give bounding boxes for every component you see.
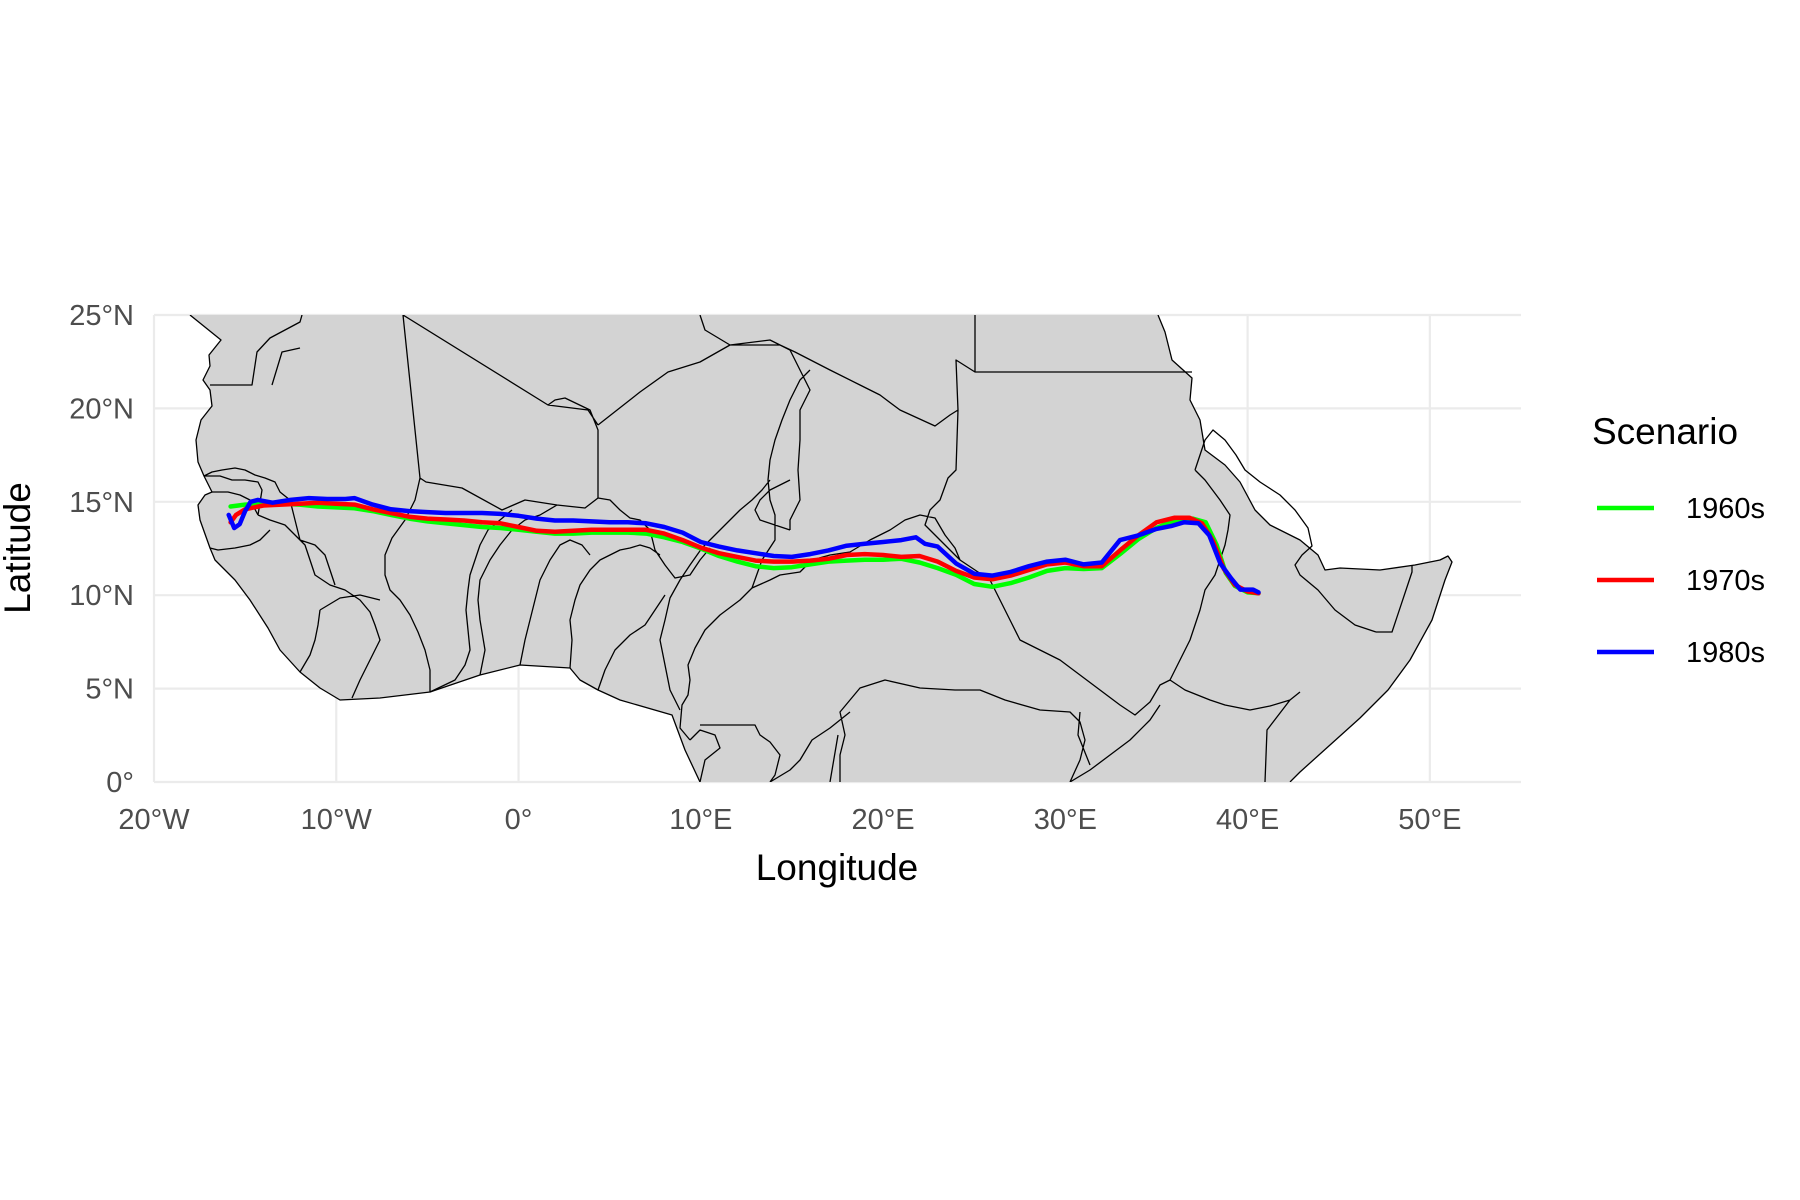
- x-tick-label: 40°E: [1216, 804, 1279, 836]
- legend-title: Scenario: [1592, 411, 1738, 452]
- y-tick-label: 15°N: [69, 487, 134, 519]
- legend-label: 1960s: [1686, 493, 1765, 525]
- x-axis-title: Longitude: [756, 847, 919, 888]
- y-axis-tick-labels: 0° 5°N 10°N 15°N 20°N 25°N: [69, 300, 134, 799]
- legend-items: 1960s 1970s 1980s: [1597, 493, 1765, 669]
- route-line-1970s: [228, 500, 1261, 596]
- y-tick-label: 0°: [106, 767, 134, 799]
- x-axis-tick-labels: 20°W 10°W 0° 10°E 20°E 30°E 40°E 50°E: [118, 804, 1461, 836]
- y-tick-label: 5°N: [85, 674, 134, 706]
- y-tick-label: 10°N: [69, 580, 134, 612]
- country-borders: [203, 315, 1413, 782]
- x-tick-label: 10°W: [301, 804, 373, 836]
- africa-basemap: [189, 315, 1453, 782]
- x-tick-label: 10°E: [669, 804, 732, 836]
- scenario-routes: [226, 495, 1261, 596]
- x-tick-label: 30°E: [1034, 804, 1097, 836]
- x-tick-label: 50°E: [1398, 804, 1461, 836]
- route-line-1980s: [226, 495, 1261, 595]
- legend-label: 1970s: [1686, 565, 1765, 597]
- legend: Scenario 1960s 1970s 1980s: [1592, 411, 1765, 669]
- coastline: [189, 315, 1453, 782]
- x-tick-label: 0°: [505, 804, 533, 836]
- y-tick-label: 25°N: [69, 300, 134, 332]
- x-tick-label: 20°E: [851, 804, 914, 836]
- x-tick-label: 20°W: [118, 804, 190, 836]
- y-axis-title: Latitude: [0, 482, 38, 614]
- legend-label: 1980s: [1686, 637, 1765, 669]
- land-mass: [190, 315, 1452, 782]
- y-tick-label: 20°N: [69, 393, 134, 425]
